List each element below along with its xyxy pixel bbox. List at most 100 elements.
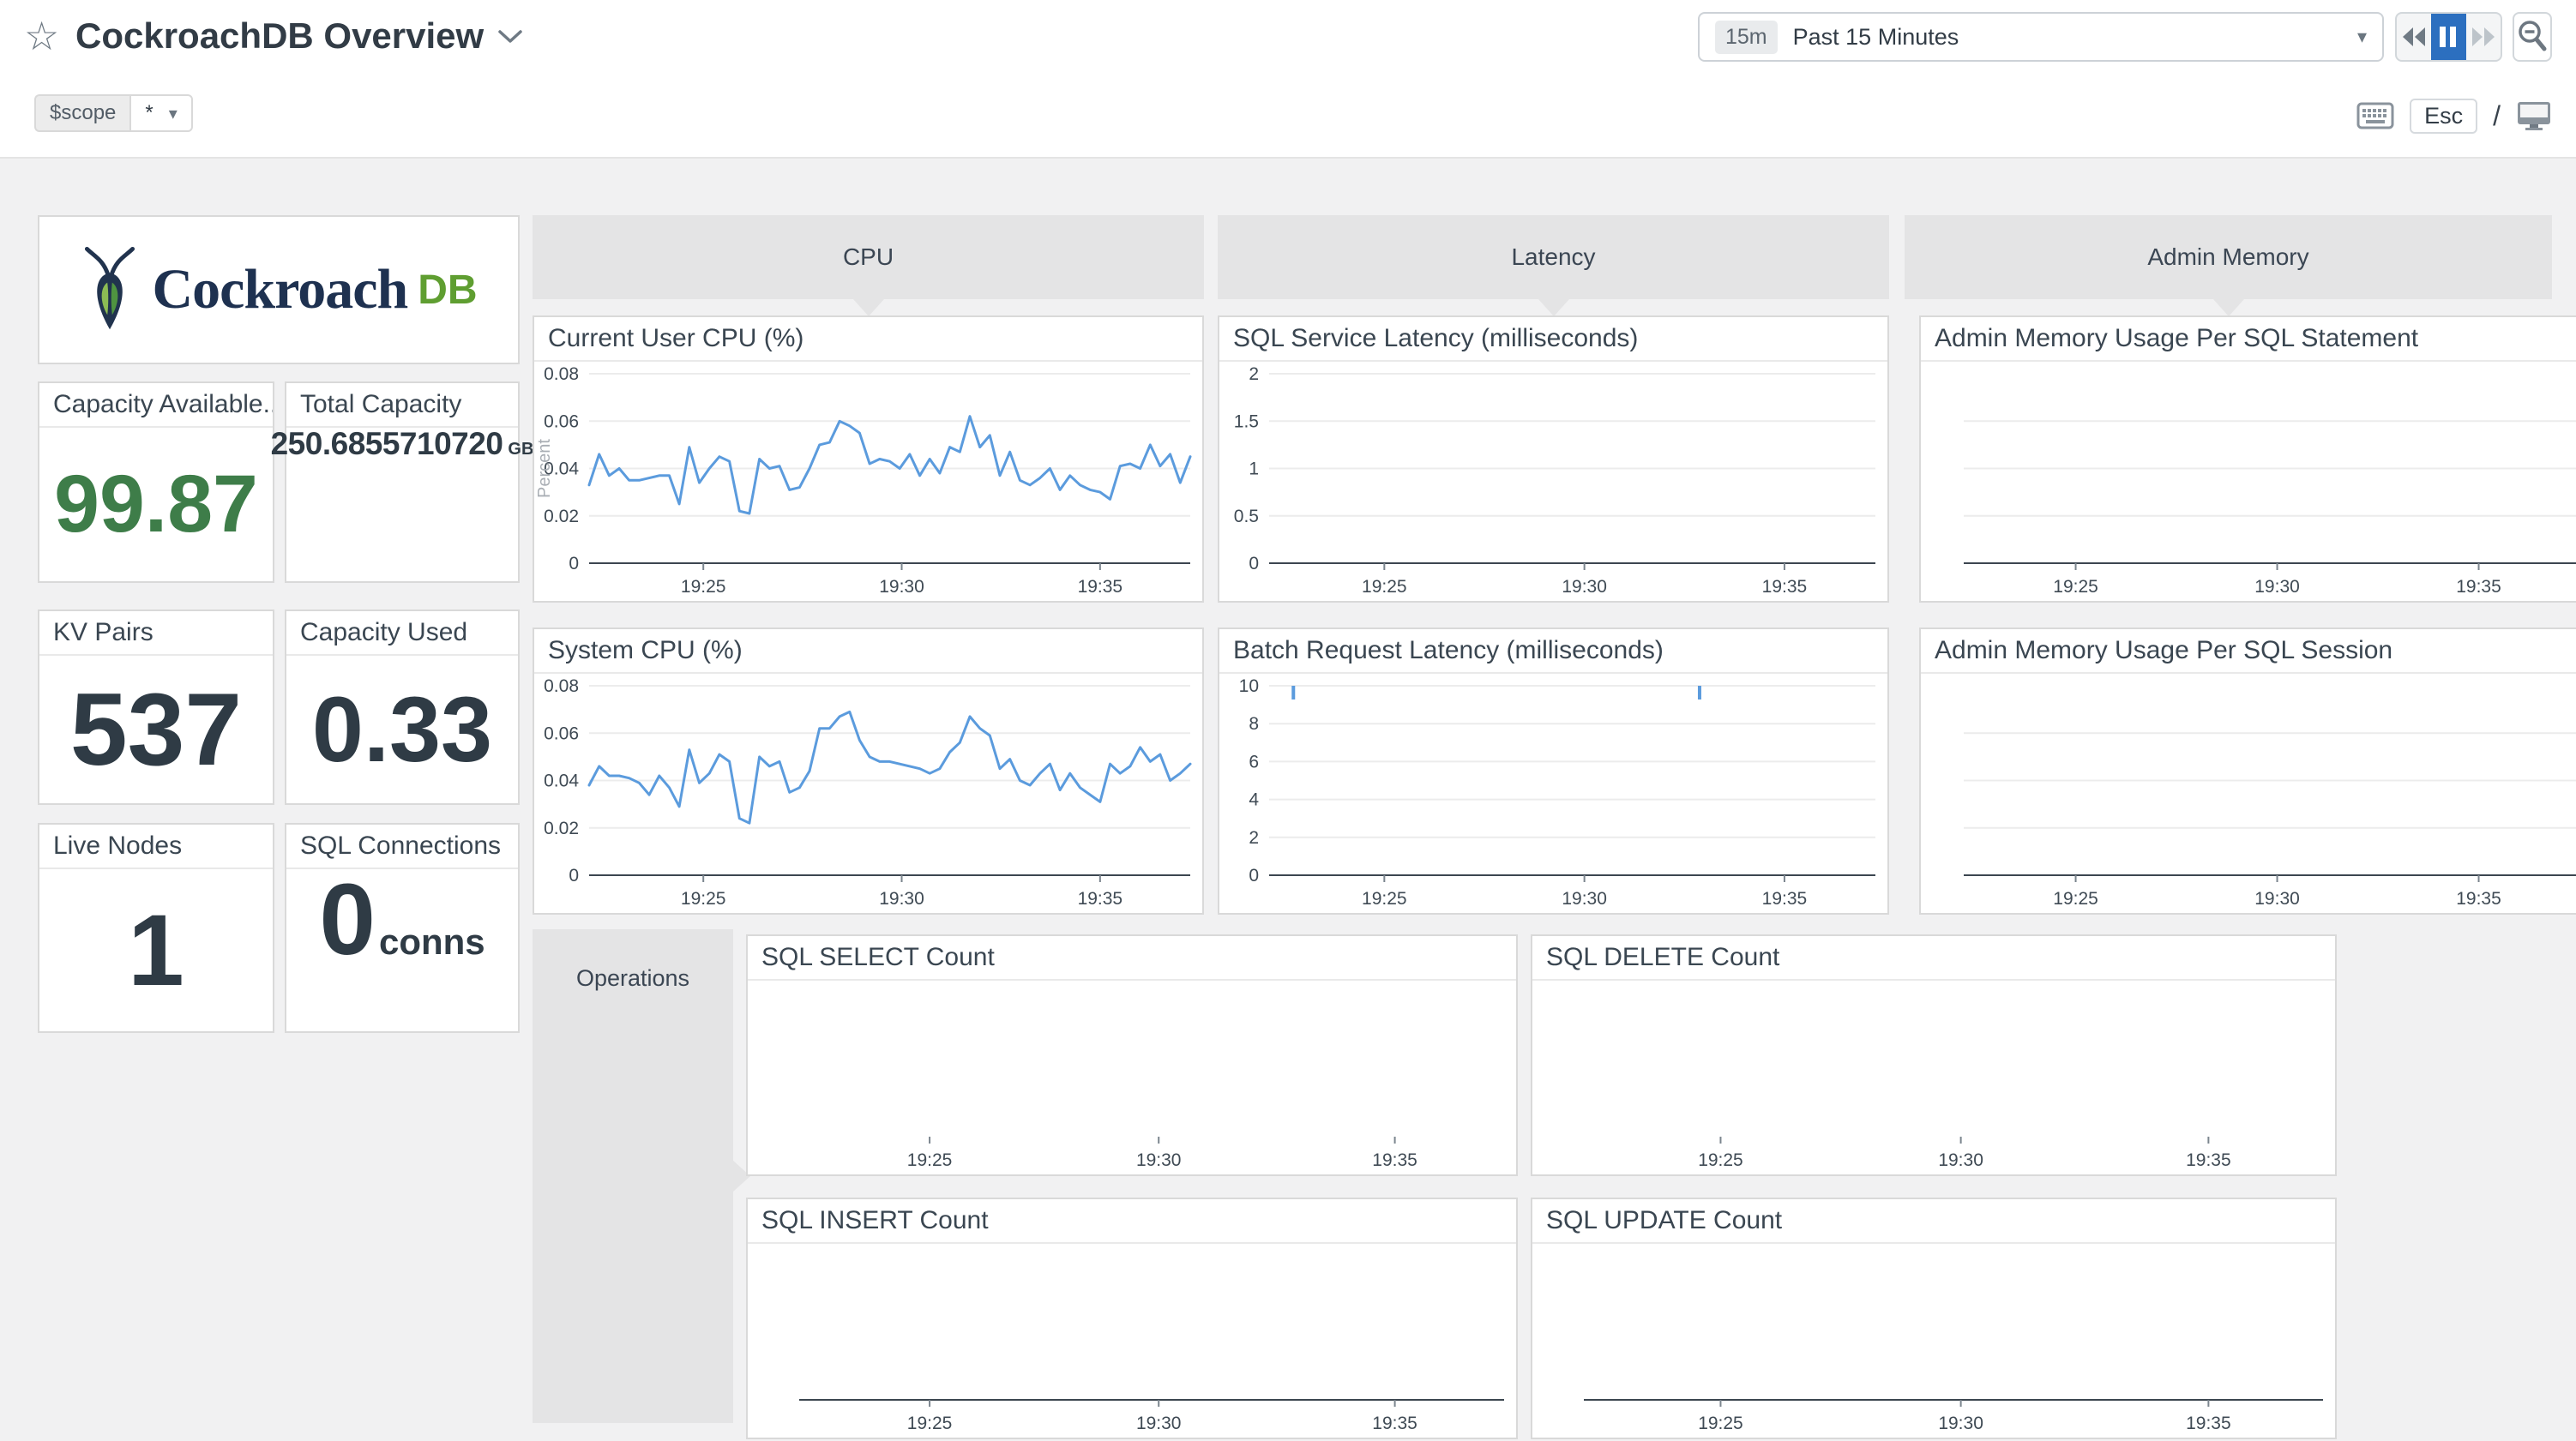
svg-text:19:25: 19:25: [1362, 889, 1407, 909]
stat-label: KV Pairs: [39, 611, 273, 656]
svg-text:0: 0: [569, 866, 579, 886]
group-label: CPU: [842, 243, 894, 270]
time-forward-button[interactable]: [2466, 14, 2501, 60]
svg-text:2: 2: [1249, 364, 1259, 384]
panel-sql-service-latency: SQL Service Latency (milliseconds) 0 0.5 1…: [1218, 315, 1889, 603]
stat-card-total-capacity: Total Capacity 250.6855710720 GB: [271, 381, 533, 583]
svg-text:19:35: 19:35: [1762, 577, 1808, 597]
page-title: CockroachDB Overview: [75, 12, 484, 60]
stat-value: 0.33: [311, 677, 493, 781]
svg-text:0.04: 0.04: [544, 772, 579, 791]
svg-text:19:25: 19:25: [1698, 1150, 1743, 1170]
current-user-cpu-chart[interactable]: 0 0.02 0.04 0.06 0.08 19:25 19:30 19:35 Percent: [534, 362, 1202, 601]
svg-text:19:35: 19:35: [2186, 1150, 2231, 1170]
svg-text:19:30: 19:30: [2254, 577, 2300, 597]
time-back-button[interactable]: [2397, 14, 2431, 60]
fast-forward-icon: [2471, 27, 2495, 46]
svg-text:1.5: 1.5: [1234, 411, 1259, 431]
sql-select-count-chart[interactable]: 19:25 19:30 19:35: [748, 981, 1516, 1174]
group-header-cpu: CPU: [533, 215, 1204, 316]
svg-text:0.06: 0.06: [544, 724, 579, 743]
svg-text:19:25: 19:25: [1362, 577, 1407, 597]
favorite-star-icon[interactable]: ☆: [24, 14, 60, 58]
brand-name: Cockroach: [152, 258, 408, 321]
stat-value: 250.6855710720: [270, 426, 503, 461]
sql-update-count-chart[interactable]: 19:25 19:30 19:35: [1532, 1244, 2335, 1438]
admin-memory-session-chart[interactable]: 19:25 19:30 19:35: [1921, 674, 2576, 913]
svg-text:4: 4: [1249, 790, 1259, 810]
svg-text:19:30: 19:30: [1938, 1414, 1983, 1433]
time-range-selector[interactable]: 15m Past 15 Minutes ▾: [1698, 12, 2384, 62]
svg-text:19:30: 19:30: [1136, 1150, 1182, 1170]
pause-icon: [2440, 27, 2457, 47]
panel-title: SQL DELETE Count: [1532, 936, 2335, 981]
group-header-latency: Latency: [1218, 215, 1889, 316]
svg-text:19:25: 19:25: [1698, 1414, 1743, 1433]
magnifier-minus-icon: [2519, 21, 2547, 51]
svg-text:19:25: 19:25: [907, 1150, 953, 1170]
panel-current-user-cpu: Current User CPU (%) 0 0.02 0.04 0.06 0.08 19…: [533, 315, 1204, 603]
system-cpu-chart[interactable]: 0 0.02 0.04 0.06 0.08 19:25 19:30 19:35: [534, 674, 1202, 913]
stat-label: Total Capacity: [286, 383, 518, 428]
cockroachdb-bug-icon: [85, 246, 135, 330]
svg-text:19:30: 19:30: [1562, 889, 1607, 909]
sql-insert-count-chart[interactable]: 19:25 19:30 19:35: [748, 1244, 1516, 1438]
panel-admin-memory-session: Admin Memory Usage Per SQL Session 19:25…: [1919, 627, 2576, 915]
stat-card-sql-connections: SQL Connections 0 conns: [285, 823, 520, 1033]
svg-text:19:30: 19:30: [1562, 577, 1607, 597]
panel-batch-request-latency: Batch Request Latency (milliseconds) 0 2 4…: [1218, 627, 1889, 915]
svg-text:19:30: 19:30: [1938, 1150, 1983, 1170]
group-label: Admin Memory: [2147, 243, 2309, 270]
caret-down-icon: ▾: [2356, 26, 2367, 47]
sql-delete-count-chart[interactable]: 19:25 19:30 19:35: [1532, 981, 2335, 1174]
svg-text:19:35: 19:35: [2456, 889, 2501, 909]
svg-text:19:35: 19:35: [1372, 1150, 1417, 1170]
stat-unit: conns: [378, 922, 485, 962]
stat-card-capacity-used: Capacity Used 0.33: [285, 609, 520, 805]
dashboard-title-text: CockroachDB Overview: [75, 15, 485, 56]
group-header-operations: Operations: [533, 929, 750, 1423]
batch-request-latency-chart[interactable]: 0 2 4 6 8 10 19:25 19:30 19:35: [1219, 674, 1887, 913]
keyboard-icon[interactable]: [2356, 102, 2394, 129]
stat-label: SQL Connections: [286, 825, 518, 869]
scope-var-name: $scope: [34, 94, 130, 132]
panel-title: Current User CPU (%): [534, 317, 1202, 362]
svg-text:19:35: 19:35: [1078, 577, 1123, 597]
svg-text:19:30: 19:30: [2254, 889, 2300, 909]
panel-title: SQL UPDATE Count: [1532, 1199, 2335, 1244]
panel-title: Admin Memory Usage Per SQL Session: [1921, 629, 2576, 674]
svg-text:0.02: 0.02: [544, 507, 579, 526]
svg-text:19:35: 19:35: [1372, 1414, 1417, 1433]
stat-label: Live Nodes: [39, 825, 273, 869]
stat-label: Capacity Used: [286, 611, 518, 656]
tv-mode-monitor-icon[interactable]: [2516, 100, 2552, 131]
cockroachdb-logo-card: Cockroach DB: [38, 215, 520, 364]
svg-text:0: 0: [569, 554, 579, 573]
svg-text:19:30: 19:30: [1136, 1414, 1182, 1433]
stat-value: 1: [128, 893, 184, 1007]
caret-down-icon: ▾: [168, 104, 178, 123]
svg-text:0.08: 0.08: [544, 364, 579, 384]
svg-text:19:35: 19:35: [2186, 1414, 2231, 1433]
panel-title: SQL SELECT Count: [748, 936, 1516, 981]
time-range-badge: 15m: [1715, 20, 1778, 54]
sql-service-latency-chart[interactable]: 0 0.5 1 1.5 2 19:25 19:30 19:35: [1219, 362, 1887, 601]
svg-text:0: 0: [1249, 866, 1259, 886]
admin-memory-statement-chart[interactable]: 19:25 19:30 19:35: [1921, 362, 2576, 601]
svg-text:19:35: 19:35: [2456, 577, 2501, 597]
panel-title: Admin Memory Usage Per SQL Statement: [1921, 317, 2576, 362]
time-pause-button[interactable]: [2431, 14, 2466, 60]
svg-text:8: 8: [1249, 714, 1259, 734]
zoom-out-button[interactable]: [2513, 12, 2552, 62]
group-header-admin-memory: Admin Memory: [1905, 215, 2552, 316]
svg-text:19:25: 19:25: [681, 577, 726, 597]
template-variable-scope: $scope * ▾: [34, 94, 193, 132]
svg-text:10: 10: [1239, 676, 1259, 696]
panel-title: System CPU (%): [534, 629, 1202, 674]
panel-system-cpu: System CPU (%) 0 0.02 0.04 0.06 0.08 19:25 19:…: [533, 627, 1204, 915]
stat-value: 0: [319, 863, 376, 976]
scope-var-select[interactable]: * ▾: [129, 94, 193, 132]
title-chevron-down-icon[interactable]: [497, 29, 523, 45]
svg-text:19:30: 19:30: [879, 889, 924, 909]
